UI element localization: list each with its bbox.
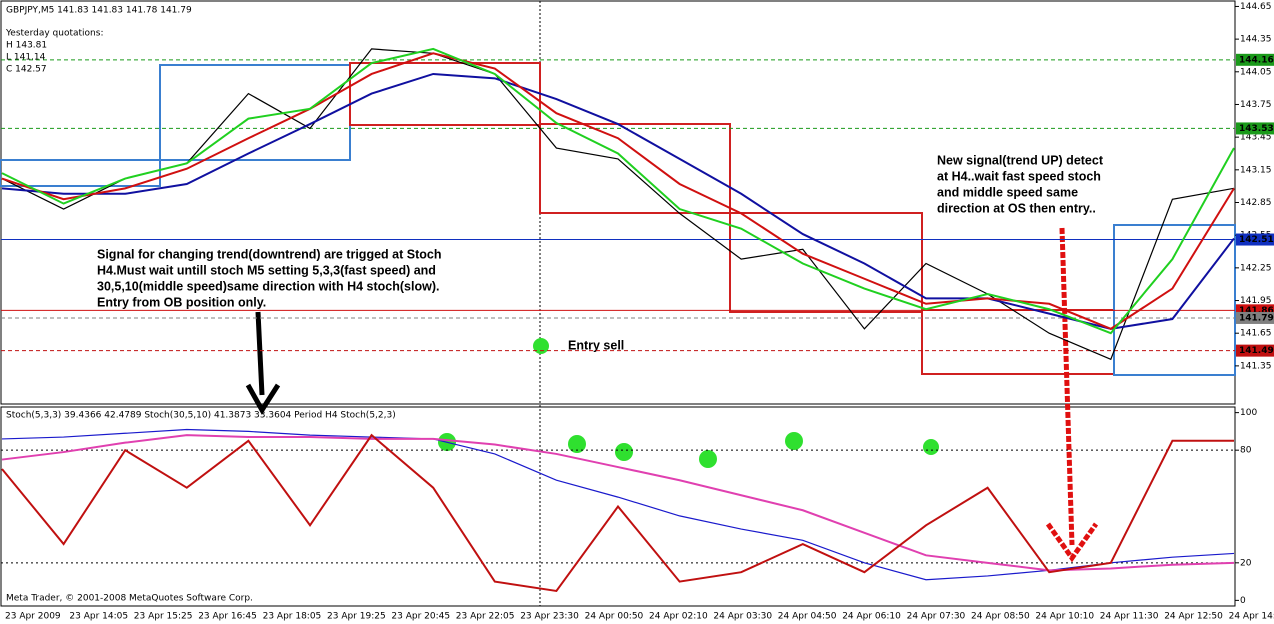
y-tick-label: 141.35 bbox=[1240, 361, 1272, 371]
y-tick-label: 144.05 bbox=[1240, 67, 1272, 77]
symbol-header: GBPJPY,M5 141.83 141.83 141.78 141.79 bbox=[6, 6, 192, 16]
annotation: Entry from OB position only. bbox=[97, 295, 266, 309]
arrow bbox=[245, 311, 281, 415]
y-tick-label: 142.85 bbox=[1240, 198, 1272, 208]
quotes-title: Yesterday quotations: bbox=[5, 29, 103, 39]
x-tick-label: 24 Apr 07:30 bbox=[907, 612, 966, 622]
x-tick-label: 23 Apr 19:25 bbox=[327, 612, 386, 622]
x-tick-label: 23 Apr 15:25 bbox=[134, 612, 193, 622]
dot bbox=[615, 443, 633, 461]
annotation: Entry sell bbox=[568, 338, 624, 352]
series-line bbox=[1, 72, 1235, 330]
range-box bbox=[0, 159, 161, 187]
quote-high: H 143.81 bbox=[6, 41, 47, 51]
y-tick-label: 0 bbox=[1240, 596, 1246, 606]
x-tick-label: 24 Apr 08:50 bbox=[971, 612, 1030, 622]
x-tick-label: 24 Apr 14:10 bbox=[1229, 612, 1274, 622]
y-tick-label: 100 bbox=[1240, 408, 1257, 418]
annotation: and middle speed same bbox=[937, 185, 1078, 199]
indicator-panel bbox=[0, 406, 1236, 607]
series-line bbox=[1, 433, 1234, 593]
x-tick-label: 23 Apr 20:45 bbox=[391, 612, 450, 622]
annotation: New signal(trend UP) detect bbox=[937, 153, 1104, 167]
x-tick-label: 24 Apr 11:30 bbox=[1100, 612, 1159, 622]
annotation: at H4..wait fast speed stoch bbox=[937, 169, 1101, 183]
annotation: 30,5,10(middle speed)same direction with… bbox=[97, 279, 439, 293]
y-tick-label: 141.95 bbox=[1240, 296, 1272, 306]
x-tick-label: 24 Apr 10:10 bbox=[1035, 612, 1094, 622]
x-tick-label: 23 Apr 22:05 bbox=[456, 612, 515, 622]
price-label: 144.16 bbox=[1239, 55, 1274, 65]
y-tick-label: 20 bbox=[1240, 558, 1252, 568]
price-label: 141.86 bbox=[1239, 306, 1274, 316]
y-tick-label: 142.25 bbox=[1240, 263, 1272, 273]
x-tick-label: 24 Apr 06:10 bbox=[842, 612, 901, 622]
x-tick-label: 23 Apr 18:05 bbox=[263, 612, 322, 622]
price-label: 141.49 bbox=[1239, 346, 1274, 356]
dot bbox=[568, 435, 586, 453]
x-tick-label: 24 Apr 12:50 bbox=[1164, 612, 1223, 622]
price-label: 142.51 bbox=[1239, 235, 1274, 245]
series-line bbox=[1, 52, 1235, 330]
dot bbox=[699, 450, 717, 468]
x-tick-label: 23 Apr 2009 bbox=[5, 612, 61, 622]
y-tick-label: 80 bbox=[1240, 446, 1252, 456]
series-line bbox=[1, 428, 1235, 581]
series-line bbox=[1, 434, 1235, 572]
price-label-bg bbox=[1236, 233, 1274, 246]
annotation: Signal for changing trend(downtrend) are… bbox=[97, 247, 441, 261]
signal-dots bbox=[438, 338, 939, 468]
arrow bbox=[1045, 227, 1099, 563]
annotation: direction at OS then entry.. bbox=[937, 201, 1096, 215]
footer: Meta Trader, © 2001-2008 MetaQuotes Soft… bbox=[6, 594, 253, 604]
y-tick-label: 143.75 bbox=[1240, 100, 1272, 110]
price-label-bg bbox=[1236, 122, 1274, 135]
price-label-bg bbox=[1236, 311, 1274, 324]
price-label-bg bbox=[1236, 53, 1274, 66]
price-label: 141.79 bbox=[1239, 313, 1274, 323]
x-tick-label: 24 Apr 02:10 bbox=[649, 612, 708, 622]
x-tick-label: 23 Apr 23:30 bbox=[520, 612, 579, 622]
y-tick-label: 143.45 bbox=[1240, 133, 1272, 143]
price-label: 143.53 bbox=[1239, 124, 1274, 134]
x-tick-label: 24 Apr 00:50 bbox=[585, 612, 644, 622]
x-tick-label: 24 Apr 03:30 bbox=[713, 612, 772, 622]
series-line bbox=[1, 48, 1235, 361]
price-label-bg bbox=[1236, 344, 1274, 357]
dot bbox=[923, 439, 939, 455]
annotation: H4.Must wait untill stoch M5 setting 5,3… bbox=[97, 263, 436, 277]
x-tick-label: 23 Apr 14:05 bbox=[69, 612, 128, 622]
dot bbox=[785, 432, 803, 450]
quote-low: L 141.14 bbox=[6, 53, 46, 63]
indicator-header: Stoch(5,3,3) 39.4366 42.4789 Stoch(30,5,… bbox=[6, 411, 396, 421]
quote-close: C 142.57 bbox=[6, 65, 47, 75]
series-line bbox=[1, 47, 1235, 335]
y-tick-label: 143.15 bbox=[1240, 165, 1272, 175]
y-tick-label: 144.65 bbox=[1240, 2, 1272, 12]
x-tick-label: 24 Apr 04:50 bbox=[778, 612, 837, 622]
range-box bbox=[729, 212, 923, 313]
range-box bbox=[1113, 224, 1236, 376]
dot bbox=[533, 338, 549, 354]
y-tick-label: 144.35 bbox=[1240, 35, 1272, 45]
y-tick-label: 141.65 bbox=[1240, 329, 1272, 339]
range-box bbox=[539, 123, 731, 214]
x-tick-label: 23 Apr 16:45 bbox=[198, 612, 257, 622]
